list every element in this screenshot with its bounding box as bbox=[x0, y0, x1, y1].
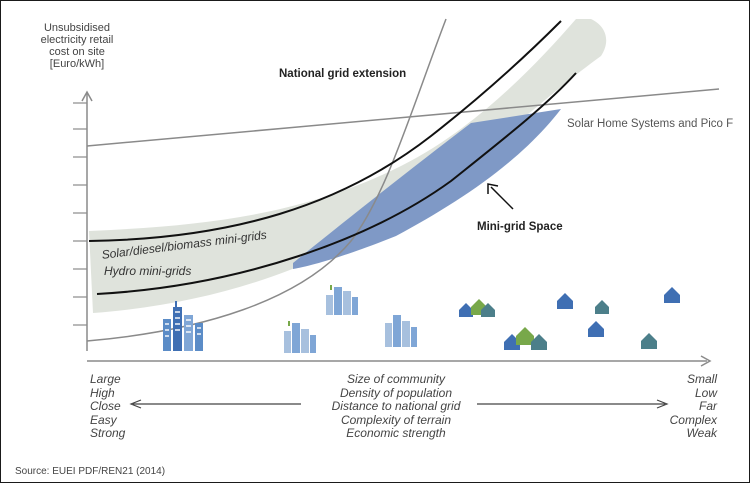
mini-grid-space-area bbox=[293, 109, 561, 269]
house-icon bbox=[588, 321, 604, 337]
solar-diesel-curve bbox=[88, 20, 562, 242]
y-axis-arrow bbox=[81, 90, 93, 102]
city-cluster-icon bbox=[163, 301, 203, 351]
house-cluster bbox=[459, 287, 680, 350]
x-axis-arrow bbox=[700, 355, 712, 367]
x-middle-item: Density of population bbox=[339, 385, 453, 400]
x-right-item: Far bbox=[699, 399, 717, 413]
x-left-item: Easy bbox=[90, 412, 117, 427]
house-icon bbox=[459, 303, 473, 317]
solar-home-line bbox=[86, 88, 720, 147]
house-icon bbox=[531, 334, 547, 350]
x-right-item: Low bbox=[694, 385, 717, 400]
mini-grid-space-label: Mini-grid Space bbox=[477, 221, 563, 233]
national-grid-label: National grid extension bbox=[279, 68, 407, 80]
mini-grid-pointer-head bbox=[487, 183, 499, 194]
x-left-item: Strong bbox=[90, 426, 126, 440]
x-left-item: Large bbox=[90, 372, 121, 386]
city-cluster-icon bbox=[284, 321, 316, 353]
y-axis-label-line: electricity retail bbox=[40, 34, 114, 46]
x-axis-middle-labels: Size of community Density of population … bbox=[301, 372, 491, 441]
y-axis-label: Unsubsidised electricity retail cost on … bbox=[7, 22, 147, 70]
y-axis-ticks bbox=[73, 102, 87, 326]
y-axis-label-line: Unsubsidised bbox=[43, 22, 111, 34]
x-middle-item: Complexity of terrain bbox=[340, 412, 452, 427]
x-middle-item: Economic strength bbox=[346, 426, 446, 440]
city-cluster-icon bbox=[385, 315, 417, 347]
house-icon bbox=[664, 287, 680, 303]
x-left-item: Close bbox=[90, 399, 121, 413]
x-middle-item: Size of community bbox=[346, 372, 446, 386]
national-grid-curve bbox=[86, 18, 447, 342]
house-icon bbox=[641, 333, 657, 349]
house-icon bbox=[557, 293, 573, 309]
house-icon bbox=[481, 303, 495, 317]
x-middle-item: Distance to national grid bbox=[331, 399, 461, 413]
house-icon bbox=[595, 300, 609, 314]
x-left-item: High bbox=[90, 385, 115, 400]
x-axis-left-labels: Large High Close Easy Strong bbox=[90, 372, 126, 441]
solar-home-label: Solar Home Systems and Pico F bbox=[567, 118, 734, 130]
source-caption: Source: EUEI PDF/REN21 (2014) bbox=[15, 466, 166, 477]
y-axis-label-line: [Euro/kWh] bbox=[49, 58, 105, 70]
hydro-label: Hydro mini-grids bbox=[104, 264, 192, 278]
x-right-item: Small bbox=[686, 372, 717, 386]
house-icon bbox=[516, 327, 534, 345]
left-arrow-head bbox=[129, 399, 142, 409]
x-right-item: Weak bbox=[686, 426, 717, 440]
mini-grid-band bbox=[89, 19, 607, 313]
y-axis-label-line: cost on site bbox=[49, 46, 105, 58]
right-arrow-head bbox=[656, 399, 669, 409]
city-cluster-icon bbox=[326, 285, 358, 315]
mini-grid-pointer bbox=[490, 186, 514, 210]
x-right-item: Complex bbox=[669, 412, 717, 427]
hydro-curve bbox=[96, 72, 577, 295]
x-axis-right-labels: Small Low Far Complex Weak bbox=[641, 372, 717, 441]
